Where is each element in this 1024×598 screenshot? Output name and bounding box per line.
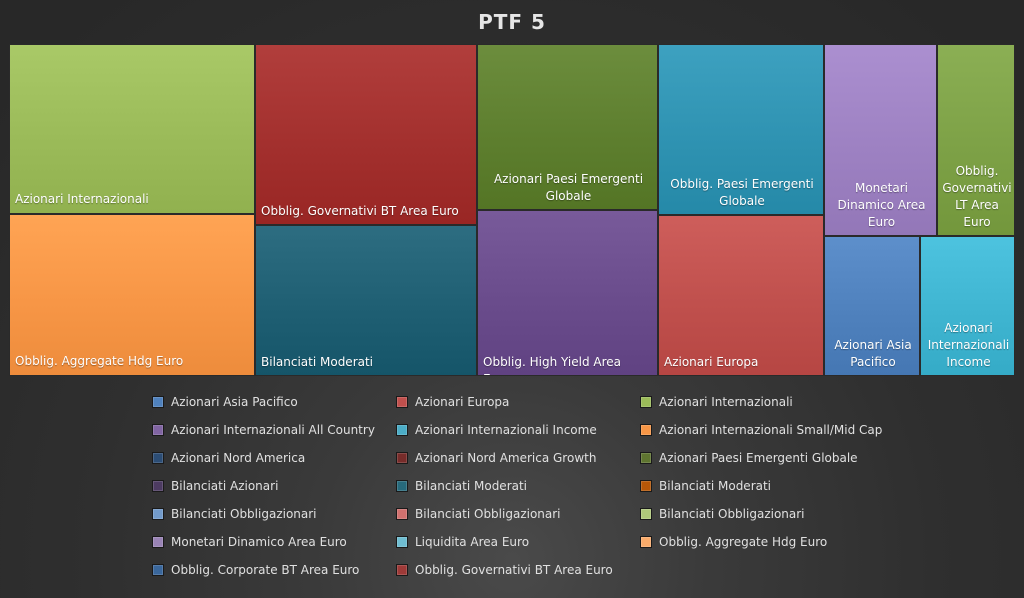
tile-label: Azionari Paesi Emergenti Globale xyxy=(493,172,644,203)
treemap-tile: Obblig. Aggregate Hdg Euro xyxy=(9,214,255,376)
legend-swatch xyxy=(396,479,408,492)
legend-item: Azionari Paesi Emergenti Globale xyxy=(640,448,900,467)
treemap-tile: Monetari Dinamico Area Euro xyxy=(824,44,937,236)
tile-label: Obblig. Aggregate Hdg Euro xyxy=(15,354,184,368)
legend-item: Liquidita Area Euro xyxy=(396,532,640,551)
legend-label: Azionari Internazionali All Country xyxy=(171,422,375,437)
treemap-tile: Azionari Asia Pacifico xyxy=(824,236,920,376)
legend-label: Azionari Internazionali xyxy=(659,394,793,409)
legend-swatch xyxy=(640,451,652,464)
treemap-tile: Obblig. Governativi LT Area Euro xyxy=(937,44,1015,236)
legend-swatch xyxy=(152,507,164,520)
tile-label: Azionari Internazionali Income xyxy=(927,321,1010,369)
tile-label: Obblig. High Yield Area Euro xyxy=(483,355,621,375)
legend-label: Azionari Nord America Growth xyxy=(415,450,597,465)
legend-item: Obblig. Corporate BT Area Euro xyxy=(152,560,396,579)
legend-swatch xyxy=(152,479,164,492)
legend-label: Azionari Internazionali Income xyxy=(415,422,597,437)
legend-swatch xyxy=(640,479,652,492)
legend-label: Bilanciati Azionari xyxy=(171,478,279,493)
legend-label: Bilanciati Obbligazionari xyxy=(415,506,561,521)
legend-item: Azionari Internazionali Income xyxy=(396,420,640,439)
legend-swatch xyxy=(640,507,652,520)
legend-item: Bilanciati Obbligazionari xyxy=(396,504,640,523)
legend-item: Bilanciati Obbligazionari xyxy=(640,504,900,523)
treemap-tile: Obblig. Paesi Emergenti Globale xyxy=(658,44,824,215)
legend-item: Azionari Nord America xyxy=(152,448,396,467)
legend-swatch xyxy=(396,535,408,548)
treemap-tile: Azionari Internazionali Income xyxy=(920,236,1015,376)
legend-label: Obblig. Corporate BT Area Euro xyxy=(171,562,360,577)
legend-label: Liquidita Area Euro xyxy=(415,534,530,549)
treemap-tile: Obblig. High Yield Area Euro xyxy=(477,210,658,376)
legend-label: Azionari Nord America xyxy=(171,450,306,465)
legend-swatch xyxy=(396,451,408,464)
tile-label: Bilanciati Moderati xyxy=(261,355,374,369)
tile-label: Obblig. Governativi LT Area Euro xyxy=(942,164,1012,229)
treemap-tile: Obblig. Governativi BT Area Euro xyxy=(255,44,477,225)
legend-label: Bilanciati Moderati xyxy=(659,478,772,493)
legend-label: Monetari Dinamico Area Euro xyxy=(171,534,347,549)
legend-item: Azionari Internazionali Small/Mid Cap xyxy=(640,420,900,439)
legend-item: Azionari Internazionali xyxy=(640,392,900,411)
tile-label: Monetari Dinamico Area Euro xyxy=(837,181,926,229)
treemap-tile: Azionari Paesi Emergenti Globale xyxy=(477,44,658,210)
treemap-tile: Azionari Internazionali xyxy=(9,44,255,214)
legend-swatch xyxy=(152,535,164,548)
legend-swatch xyxy=(396,563,408,576)
legend-swatch xyxy=(152,423,164,436)
legend-label: Azionari Internazionali Small/Mid Cap xyxy=(659,422,883,437)
legend-item: Bilanciati Azionari xyxy=(152,476,396,495)
legend-item: Azionari Asia Pacifico xyxy=(152,392,396,411)
legend-label: Obblig. Governativi BT Area Euro xyxy=(415,562,613,577)
legend-swatch xyxy=(396,423,408,436)
legend-swatch xyxy=(396,507,408,520)
tile-label: Obblig. Governativi BT Area Euro xyxy=(261,204,459,218)
legend-swatch xyxy=(640,535,652,548)
legend-swatch xyxy=(152,451,164,464)
legend-item: Obblig. Governativi BT Area Euro xyxy=(396,560,640,579)
tile-label: Azionari Internazionali xyxy=(15,192,149,206)
legend-item: Azionari Europa xyxy=(396,392,640,411)
legend-item: Obblig. Aggregate Hdg Euro xyxy=(640,532,900,551)
legend-swatch xyxy=(640,395,652,408)
chart-title: PTF 5 xyxy=(478,10,546,34)
tile-label: Obblig. Paesi Emergenti Globale xyxy=(670,177,814,208)
tile-label: Azionari Asia Pacifico xyxy=(834,338,912,369)
legend-label: Obblig. Aggregate Hdg Euro xyxy=(659,534,828,549)
legend-swatch xyxy=(396,395,408,408)
legend-item: Bilanciati Obbligazionari xyxy=(152,504,396,523)
legend-item: Monetari Dinamico Area Euro xyxy=(152,532,396,551)
tile-label: Azionari Europa xyxy=(664,355,759,369)
treemap-chart: Azionari Internazionali Obblig. Aggregate… xyxy=(9,44,1015,376)
legend-item: Azionari Internazionali All Country xyxy=(152,420,396,439)
legend-label: Azionari Paesi Emergenti Globale xyxy=(659,450,858,465)
legend-label: Bilanciati Moderati xyxy=(415,478,528,493)
legend-swatch xyxy=(152,395,164,408)
legend-item: Bilanciati Moderati xyxy=(396,476,640,495)
legend-item: Azionari Nord America Growth xyxy=(396,448,640,467)
legend-item: Bilanciati Moderati xyxy=(640,476,900,495)
legend-swatch xyxy=(152,563,164,576)
treemap-tile: Bilanciati Moderati xyxy=(255,225,477,376)
legend-label: Azionari Asia Pacifico xyxy=(171,394,298,409)
treemap-tile: Azionari Europa xyxy=(658,215,824,376)
legend-label: Bilanciati Obbligazionari xyxy=(659,506,805,521)
legend-swatch xyxy=(640,423,652,436)
legend-label: Bilanciati Obbligazionari xyxy=(171,506,317,521)
legend-label: Azionari Europa xyxy=(415,394,510,409)
chart-legend: Azionari Asia Pacifico Azionari Europa Azi… xyxy=(152,392,932,579)
